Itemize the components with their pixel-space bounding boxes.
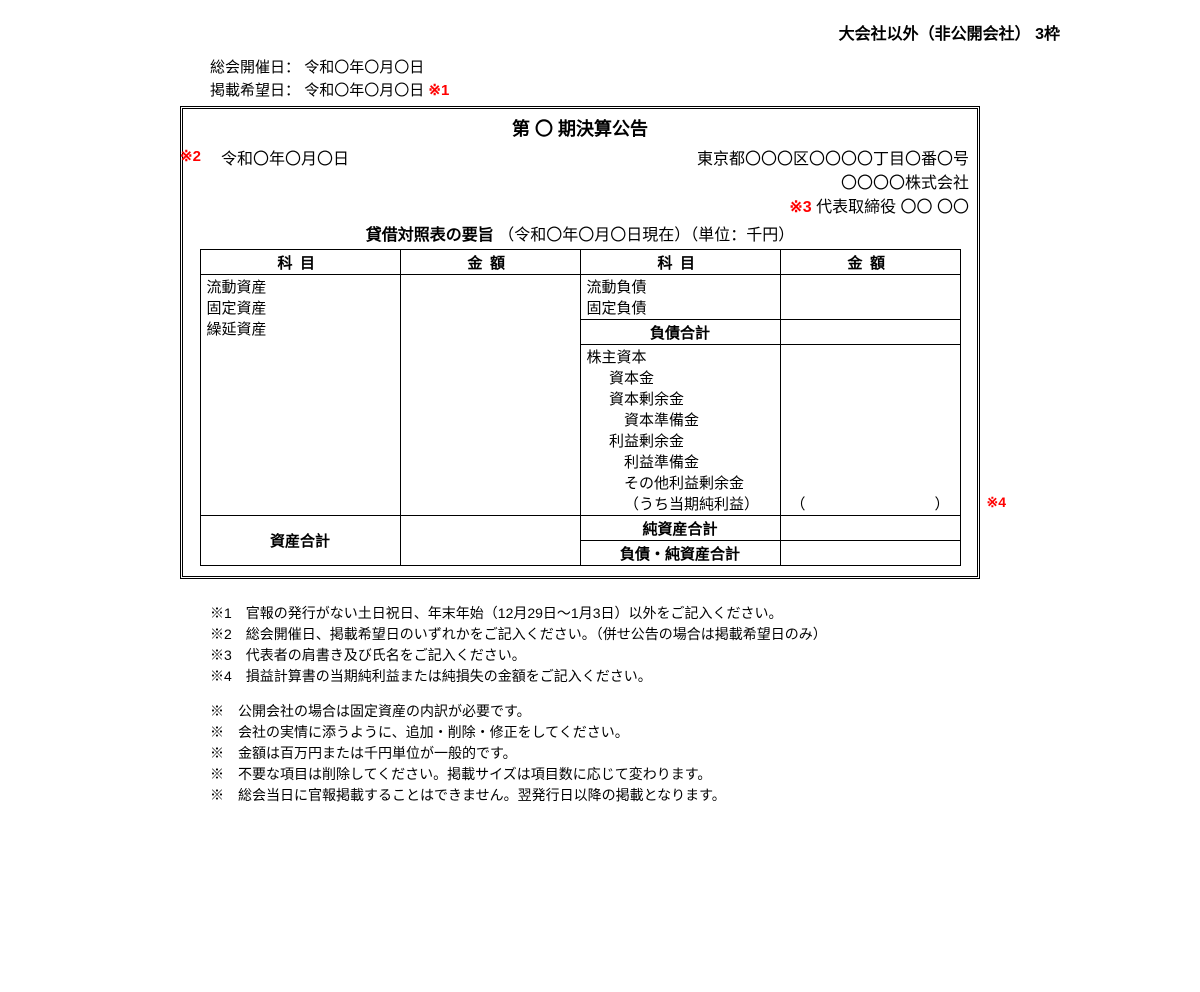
ref2-marker: ※2: [180, 147, 201, 165]
note-1: ※1 官報の発行がない土日祝日、年末年始（12月29日～1月3日）以外をご記入く…: [210, 603, 1010, 624]
balance-sheet-subtitle-bold: 貸借対照表の要旨: [366, 227, 494, 244]
meeting-date-value: 令和〇年〇月〇日: [304, 59, 424, 76]
liab-amount-cell: [780, 275, 960, 320]
assets-items-cell: 流動資産 固定資産 繰延資産: [200, 275, 400, 516]
equity-row-8: （うち当期純利益）: [587, 493, 774, 514]
net-asset-total-amount: [780, 516, 960, 541]
liab-total-label: 負債合計: [580, 320, 780, 345]
equity-row-6: 利益準備金: [587, 451, 774, 472]
asset-total-amount: [400, 516, 580, 566]
assets-amount-cell: [400, 275, 580, 516]
note-g5: ※ 総会当日に官報掲載することはできません。翌発行日以降の掲載となります。: [210, 785, 1010, 806]
balance-sheet-subtitle-rest: （令和〇年〇月〇日現在）（単位：千円）: [498, 227, 794, 244]
publish-date-value: 令和〇年〇月〇日: [304, 82, 424, 99]
meeting-date-label: 総会開催日：: [210, 59, 300, 76]
liab-row-1: 流動負債: [587, 276, 774, 297]
paren-left: （: [791, 493, 806, 514]
ref3-marker: ※3: [789, 199, 811, 216]
equity-items-cell: 株主資本 資本金 資本剰余金 資本準備金 利益剰余金 利益準備金 その他利益剰余…: [580, 345, 780, 516]
equity-row-7: その他利益剰余金: [587, 472, 774, 493]
company-type-header: 大会社以外（非公開会社） 3枠: [40, 20, 1160, 44]
note-g1: ※ 公開会社の場合は固定資産の内訳が必要です。: [210, 701, 1010, 722]
note-g2: ※ 会社の実情に添うように、追加・削除・修正をしてください。: [210, 722, 1010, 743]
announcement-title: 第 〇 期決算公告: [191, 115, 969, 141]
meeting-date-line: 総会開催日： 令和〇年〇月〇日: [210, 56, 1160, 77]
th-amount-left: 金額: [400, 250, 580, 275]
asset-row-2: 固定資産: [207, 297, 394, 318]
ref4-marker: ※4: [986, 494, 1006, 511]
equity-amount-cell: （ ）: [780, 345, 960, 516]
asset-row-1: 流動資産: [207, 276, 394, 297]
equity-row-4: 資本準備金: [587, 409, 774, 430]
announcement-frame: 第 〇 期決算公告 ※2 令和〇年〇月〇日 東京都〇〇〇区〇〇〇〇丁目〇番〇号 …: [180, 106, 980, 579]
balance-sheet-subtitle: 貸借対照表の要旨 （令和〇年〇月〇日現在）（単位：千円）: [191, 221, 969, 245]
company-name: 〇〇〇〇株式会社: [841, 175, 969, 192]
ref1-marker: ※1: [428, 82, 449, 99]
equity-row-5: 利益剰余金: [587, 430, 774, 451]
net-asset-total-label: 純資産合計: [580, 516, 780, 541]
note-4: ※4 損益計算書の当期純利益または純損失の金額をご記入ください。: [210, 666, 1010, 687]
balance-sheet-table: 科目 金額 科目 金額 流動資産 固定資産 繰延資産 流動負債 固定負債: [200, 249, 961, 566]
note-3: ※3 代表者の肩書き及び氏名をご記入ください。: [210, 645, 1010, 666]
asset-row-3: 繰延資産: [207, 318, 394, 339]
liab-items-cell: 流動負債 固定負債: [580, 275, 780, 320]
equity-row-1: 株主資本: [587, 346, 774, 367]
footnotes: ※1 官報の発行がない土日祝日、年末年始（12月29日～1月3日）以外をご記入く…: [210, 603, 1010, 806]
note-2: ※2 総会開催日、掲載希望日のいずれかをご記入ください。（併せ公告の場合は掲載希…: [210, 624, 1010, 645]
asset-total-label: 資産合計: [200, 516, 400, 566]
grand-total-amount: [780, 541, 960, 566]
publish-date-line: 掲載希望日： 令和〇年〇月〇日 ※1: [210, 79, 1160, 100]
company-address: 東京都〇〇〇区〇〇〇〇丁目〇番〇号: [697, 145, 969, 169]
th-item-right: 科目: [580, 250, 780, 275]
note-g4: ※ 不要な項目は削除してください。掲載サイズは項目数に応じて変わります。: [210, 764, 1010, 785]
liab-total-amount: [780, 320, 960, 345]
announcement-date: 令和〇年〇月〇日: [221, 145, 349, 169]
publish-date-label: 掲載希望日：: [210, 82, 300, 99]
th-item-left: 科目: [200, 250, 400, 275]
equity-row-3: 資本剰余金: [587, 388, 774, 409]
paren-right: ）: [934, 493, 949, 514]
representative: 代表取締役 〇〇 〇〇: [816, 199, 969, 216]
equity-row-2: 資本金: [587, 367, 774, 388]
note-g3: ※ 金額は百万円または千円単位が一般的です。: [210, 743, 1010, 764]
th-amount-right: 金額: [780, 250, 960, 275]
grand-total-label: 負債・純資産合計: [580, 541, 780, 566]
liab-row-2: 固定負債: [587, 297, 774, 318]
